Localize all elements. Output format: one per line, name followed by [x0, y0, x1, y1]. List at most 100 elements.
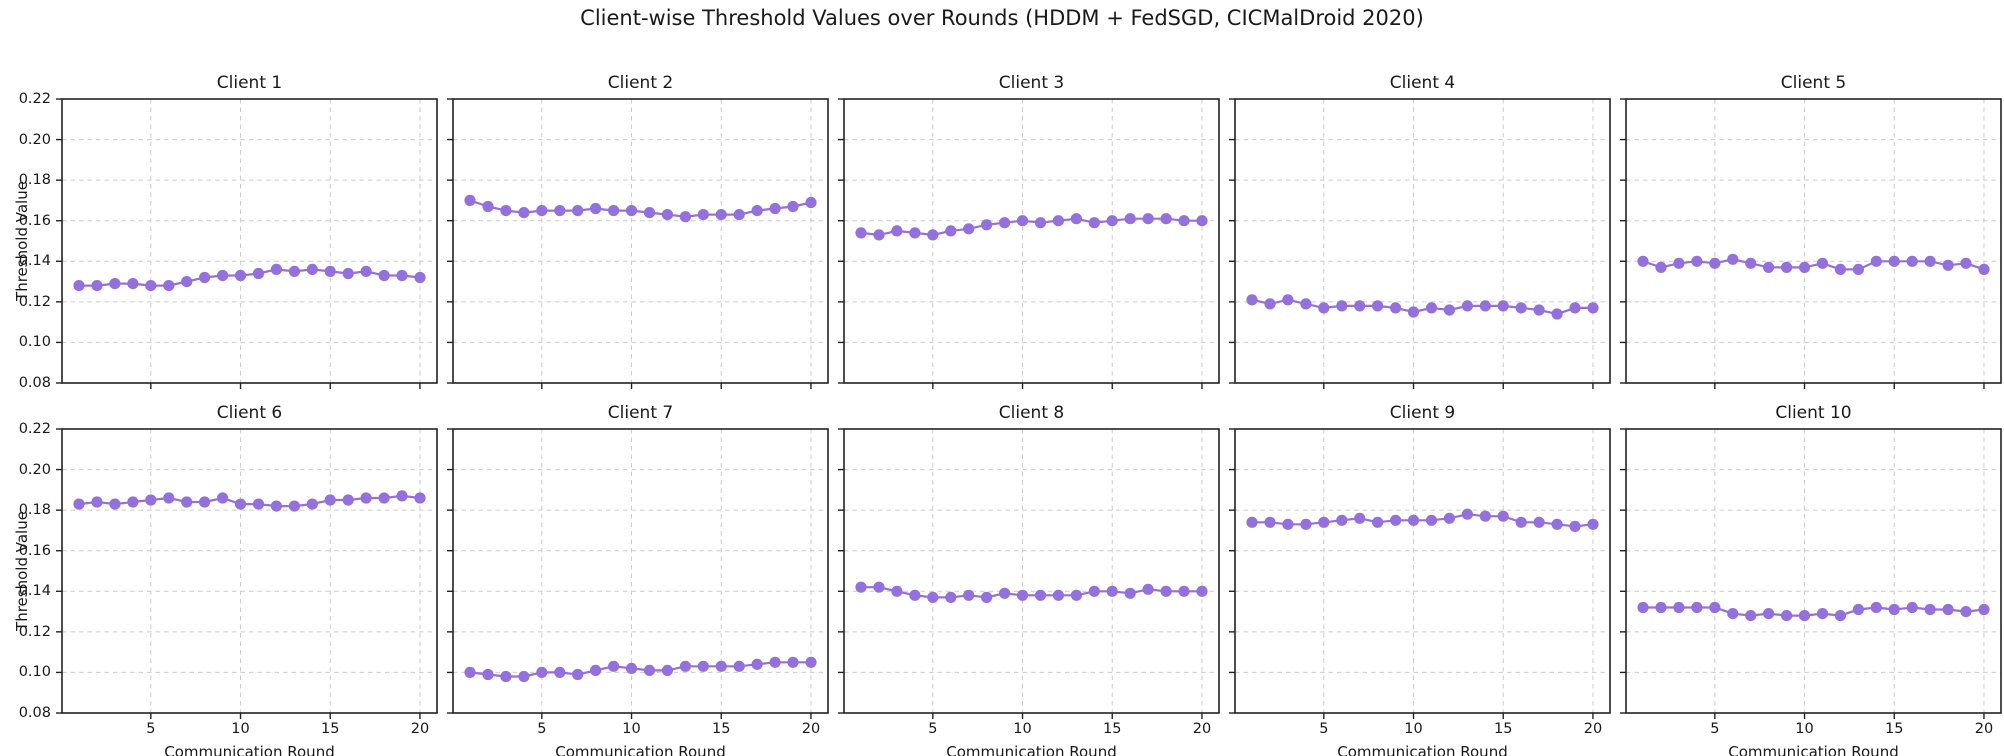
data-point: [1336, 300, 1348, 312]
subplot-title: Client 3: [998, 73, 1065, 93]
data-point: [1587, 302, 1599, 314]
data-point: [1533, 304, 1545, 316]
data-point: [109, 498, 121, 510]
data-point: [414, 271, 426, 284]
data-point: [378, 492, 390, 504]
data-point: [751, 658, 763, 670]
data-point: [1533, 516, 1545, 528]
data-point: [234, 269, 247, 282]
data-point: [572, 205, 584, 217]
data-point: [945, 591, 957, 603]
data-point: [855, 227, 867, 239]
subplot-title: Client 10: [1775, 403, 1852, 423]
data-point: [1354, 512, 1366, 524]
data-point: [873, 581, 885, 593]
data-point: [396, 269, 408, 282]
data-point: [909, 589, 921, 601]
data-point: [1106, 215, 1118, 227]
data-point: [1978, 263, 1990, 275]
xtick-label: 15: [1494, 721, 1513, 737]
subplot-title: Client 9: [1389, 403, 1456, 423]
data-point: [608, 205, 620, 217]
x-axis-label: Communication Round: [555, 743, 726, 756]
data-point: [270, 500, 282, 512]
xtick-label: 20: [1583, 721, 1603, 737]
ytick-label: 0.16: [18, 212, 51, 229]
data-point: [1781, 610, 1793, 622]
data-point: [1070, 589, 1082, 601]
data-point: [787, 656, 799, 668]
ytick-label: 0.12: [18, 623, 51, 640]
data-point: [127, 496, 139, 508]
subplot-title: Client 2: [607, 73, 674, 93]
data-point: [963, 589, 975, 601]
data-point: [127, 278, 139, 290]
data-point: [536, 205, 548, 217]
data-point: [199, 271, 211, 284]
axes-border: [452, 98, 829, 384]
data-point: [945, 225, 957, 237]
data-point: [981, 219, 993, 231]
data-point: [1142, 213, 1154, 225]
figure-suptitle: Client-wise Threshold Values over Rounds…: [580, 6, 1424, 30]
data-point: [1246, 516, 1258, 528]
xtick-label: 10: [1404, 721, 1423, 737]
data-point: [963, 223, 975, 235]
x-axis-label: Communication Round: [1337, 743, 1508, 756]
axes-border: [1625, 98, 2002, 384]
data-point: [1978, 603, 1990, 616]
data-point: [661, 664, 673, 676]
data-point: [1390, 302, 1402, 314]
ytick-label: 0.08: [18, 375, 51, 391]
data-point: [554, 205, 566, 217]
data-point: [1816, 608, 1829, 620]
ytick-label: 0.10: [18, 334, 51, 351]
ytick-label: 0.18: [18, 502, 51, 519]
xtick-label: 10: [1013, 721, 1032, 737]
xtick-label: 5: [537, 721, 547, 737]
data-point: [342, 494, 354, 506]
xtick-label: 15: [712, 721, 731, 737]
data-point: [500, 670, 512, 683]
data-point: [608, 660, 620, 672]
data-point: [1425, 302, 1438, 314]
data-point: [1106, 585, 1118, 597]
axes-border: [1234, 98, 1611, 384]
data-point: [787, 200, 799, 213]
subplot-title: Client 1: [216, 73, 283, 93]
data-point: [1016, 589, 1029, 601]
axes-border: [1625, 428, 2002, 714]
x-axis-label: Communication Round: [946, 743, 1117, 756]
data-point: [217, 492, 229, 504]
data-point: [1034, 589, 1047, 601]
y-axis-label: Threshold Value: [13, 511, 31, 631]
data-point: [751, 205, 763, 217]
data-point: [414, 492, 426, 504]
data-point: [360, 492, 372, 504]
data-point: [1088, 585, 1100, 597]
data-point: [1246, 294, 1258, 306]
data-point: [1497, 300, 1509, 312]
data-point: [199, 496, 211, 508]
data-point: [1160, 585, 1172, 597]
xtick-label: 5: [146, 721, 156, 737]
subplot-axes: [1229, 428, 1611, 719]
xtick-label: 15: [1103, 721, 1122, 737]
data-point: [1264, 298, 1276, 310]
data-point: [981, 591, 993, 603]
data-point: [1655, 601, 1667, 614]
data-point: [1942, 259, 1954, 271]
data-point: [234, 498, 247, 510]
subplot-title: Client 7: [607, 403, 674, 423]
axes-border: [452, 428, 829, 714]
data-point: [91, 280, 103, 292]
data-point: [181, 276, 193, 288]
data-point: [927, 229, 939, 241]
data-point: [909, 227, 921, 239]
xtick-label: 5: [1710, 721, 1720, 737]
data-point: [1691, 255, 1703, 267]
data-point: [1196, 215, 1208, 227]
data-point: [769, 656, 781, 668]
xtick-label: 20: [1974, 721, 1994, 737]
data-point: [252, 498, 265, 510]
